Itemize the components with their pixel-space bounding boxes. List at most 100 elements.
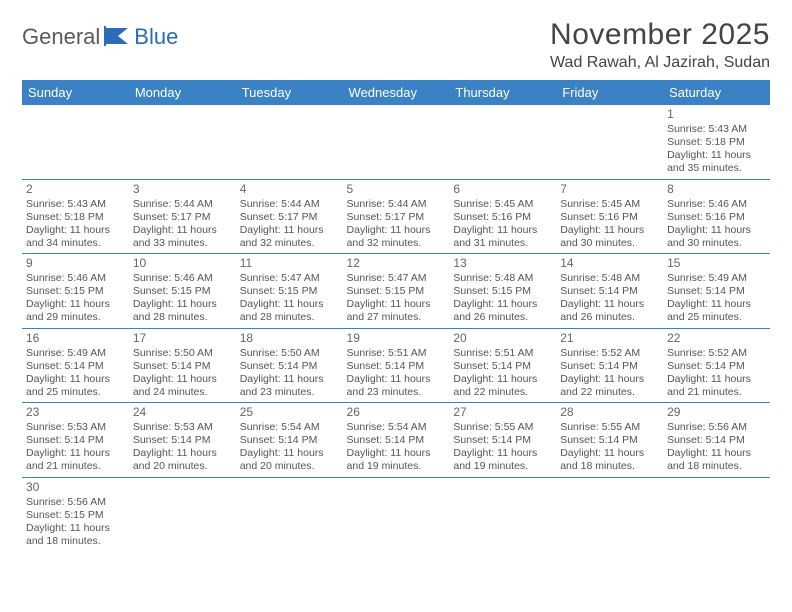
weekday-header: Saturday — [663, 80, 770, 105]
sunset-line: Sunset: 5:14 PM — [667, 434, 766, 447]
day-cell: 5Sunrise: 5:44 AMSunset: 5:17 PMDaylight… — [343, 179, 450, 254]
day-cell: 13Sunrise: 5:48 AMSunset: 5:15 PMDayligh… — [449, 254, 556, 329]
day-cell: 4Sunrise: 5:44 AMSunset: 5:17 PMDaylight… — [236, 179, 343, 254]
daylight-line: Daylight: 11 hours and 33 minutes. — [133, 224, 232, 250]
day-number: 10 — [133, 256, 232, 271]
day-number: 26 — [347, 405, 446, 420]
day-content: 10Sunrise: 5:46 AMSunset: 5:15 PMDayligh… — [133, 256, 232, 325]
sunrise-line: Sunrise: 5:49 AM — [667, 272, 766, 285]
empty-cell — [343, 477, 450, 551]
sunrise-line: Sunrise: 5:45 AM — [453, 198, 552, 211]
sunset-line: Sunset: 5:17 PM — [133, 211, 232, 224]
daylight-line: Daylight: 11 hours and 25 minutes. — [667, 298, 766, 324]
daylight-line: Daylight: 11 hours and 19 minutes. — [347, 447, 446, 473]
daylight-line: Daylight: 11 hours and 28 minutes. — [240, 298, 339, 324]
day-cell: 16Sunrise: 5:49 AMSunset: 5:14 PMDayligh… — [22, 328, 129, 403]
weekday-header: Friday — [556, 80, 663, 105]
sunrise-line: Sunrise: 5:56 AM — [667, 421, 766, 434]
day-number: 28 — [560, 405, 659, 420]
daylight-line: Daylight: 11 hours and 18 minutes. — [560, 447, 659, 473]
sunrise-line: Sunrise: 5:53 AM — [26, 421, 125, 434]
calendar-body: 1Sunrise: 5:43 AMSunset: 5:18 PMDaylight… — [22, 105, 770, 551]
sunrise-line: Sunrise: 5:55 AM — [453, 421, 552, 434]
daylight-line: Daylight: 11 hours and 20 minutes. — [133, 447, 232, 473]
empty-cell — [129, 105, 236, 179]
calendar-row: 1Sunrise: 5:43 AMSunset: 5:18 PMDaylight… — [22, 105, 770, 179]
day-number: 6 — [453, 182, 552, 197]
sunrise-line: Sunrise: 5:54 AM — [347, 421, 446, 434]
day-cell: 20Sunrise: 5:51 AMSunset: 5:14 PMDayligh… — [449, 328, 556, 403]
calendar-table: Sunday Monday Tuesday Wednesday Thursday… — [22, 80, 770, 551]
sunrise-line: Sunrise: 5:46 AM — [667, 198, 766, 211]
day-cell: 2Sunrise: 5:43 AMSunset: 5:18 PMDaylight… — [22, 179, 129, 254]
day-cell: 30Sunrise: 5:56 AMSunset: 5:15 PMDayligh… — [22, 477, 129, 551]
sunset-line: Sunset: 5:15 PM — [453, 285, 552, 298]
day-content: 1Sunrise: 5:43 AMSunset: 5:18 PMDaylight… — [667, 107, 766, 176]
sunset-line: Sunset: 5:14 PM — [240, 434, 339, 447]
empty-cell — [343, 105, 450, 179]
empty-cell — [236, 477, 343, 551]
day-cell: 8Sunrise: 5:46 AMSunset: 5:16 PMDaylight… — [663, 179, 770, 254]
day-content: 12Sunrise: 5:47 AMSunset: 5:15 PMDayligh… — [347, 256, 446, 325]
sunrise-line: Sunrise: 5:48 AM — [453, 272, 552, 285]
day-cell: 23Sunrise: 5:53 AMSunset: 5:14 PMDayligh… — [22, 403, 129, 478]
day-cell: 1Sunrise: 5:43 AMSunset: 5:18 PMDaylight… — [663, 105, 770, 179]
day-number: 18 — [240, 331, 339, 346]
brand-part1: General — [22, 24, 100, 50]
sunset-line: Sunset: 5:14 PM — [347, 360, 446, 373]
day-content: 30Sunrise: 5:56 AMSunset: 5:15 PMDayligh… — [26, 480, 125, 549]
day-content: 13Sunrise: 5:48 AMSunset: 5:15 PMDayligh… — [453, 256, 552, 325]
day-content: 28Sunrise: 5:55 AMSunset: 5:14 PMDayligh… — [560, 405, 659, 474]
sunrise-line: Sunrise: 5:48 AM — [560, 272, 659, 285]
day-number: 15 — [667, 256, 766, 271]
empty-cell — [663, 477, 770, 551]
sunset-line: Sunset: 5:14 PM — [667, 285, 766, 298]
sunrise-line: Sunrise: 5:43 AM — [667, 123, 766, 136]
day-content: 4Sunrise: 5:44 AMSunset: 5:17 PMDaylight… — [240, 182, 339, 251]
day-number: 30 — [26, 480, 125, 495]
sunset-line: Sunset: 5:18 PM — [26, 211, 125, 224]
day-number: 13 — [453, 256, 552, 271]
sunset-line: Sunset: 5:18 PM — [667, 136, 766, 149]
brand-part2: Blue — [134, 24, 178, 50]
daylight-line: Daylight: 11 hours and 20 minutes. — [240, 447, 339, 473]
daylight-line: Daylight: 11 hours and 22 minutes. — [560, 373, 659, 399]
sunset-line: Sunset: 5:14 PM — [560, 434, 659, 447]
day-cell: 3Sunrise: 5:44 AMSunset: 5:17 PMDaylight… — [129, 179, 236, 254]
day-cell: 28Sunrise: 5:55 AMSunset: 5:14 PMDayligh… — [556, 403, 663, 478]
day-cell: 19Sunrise: 5:51 AMSunset: 5:14 PMDayligh… — [343, 328, 450, 403]
sunset-line: Sunset: 5:15 PM — [240, 285, 339, 298]
sunset-line: Sunset: 5:14 PM — [453, 434, 552, 447]
sunset-line: Sunset: 5:16 PM — [667, 211, 766, 224]
day-number: 1 — [667, 107, 766, 122]
daylight-line: Daylight: 11 hours and 30 minutes. — [667, 224, 766, 250]
day-cell: 11Sunrise: 5:47 AMSunset: 5:15 PMDayligh… — [236, 254, 343, 329]
sunset-line: Sunset: 5:17 PM — [347, 211, 446, 224]
daylight-line: Daylight: 11 hours and 21 minutes. — [667, 373, 766, 399]
sunset-line: Sunset: 5:15 PM — [133, 285, 232, 298]
sunset-line: Sunset: 5:14 PM — [560, 285, 659, 298]
day-number: 2 — [26, 182, 125, 197]
daylight-line: Daylight: 11 hours and 19 minutes. — [453, 447, 552, 473]
day-content: 15Sunrise: 5:49 AMSunset: 5:14 PMDayligh… — [667, 256, 766, 325]
sunset-line: Sunset: 5:17 PM — [240, 211, 339, 224]
empty-cell — [449, 477, 556, 551]
day-cell: 15Sunrise: 5:49 AMSunset: 5:14 PMDayligh… — [663, 254, 770, 329]
calendar-row: 23Sunrise: 5:53 AMSunset: 5:14 PMDayligh… — [22, 403, 770, 478]
day-content: 3Sunrise: 5:44 AMSunset: 5:17 PMDaylight… — [133, 182, 232, 251]
sunset-line: Sunset: 5:14 PM — [560, 360, 659, 373]
weekday-header: Tuesday — [236, 80, 343, 105]
daylight-line: Daylight: 11 hours and 22 minutes. — [453, 373, 552, 399]
sunrise-line: Sunrise: 5:56 AM — [26, 496, 125, 509]
day-content: 27Sunrise: 5:55 AMSunset: 5:14 PMDayligh… — [453, 405, 552, 474]
day-content: 25Sunrise: 5:54 AMSunset: 5:14 PMDayligh… — [240, 405, 339, 474]
day-cell: 26Sunrise: 5:54 AMSunset: 5:14 PMDayligh… — [343, 403, 450, 478]
day-cell: 25Sunrise: 5:54 AMSunset: 5:14 PMDayligh… — [236, 403, 343, 478]
day-number: 20 — [453, 331, 552, 346]
day-cell: 12Sunrise: 5:47 AMSunset: 5:15 PMDayligh… — [343, 254, 450, 329]
day-number: 3 — [133, 182, 232, 197]
daylight-line: Daylight: 11 hours and 35 minutes. — [667, 149, 766, 175]
weekday-header: Thursday — [449, 80, 556, 105]
empty-cell — [129, 477, 236, 551]
day-number: 11 — [240, 256, 339, 271]
